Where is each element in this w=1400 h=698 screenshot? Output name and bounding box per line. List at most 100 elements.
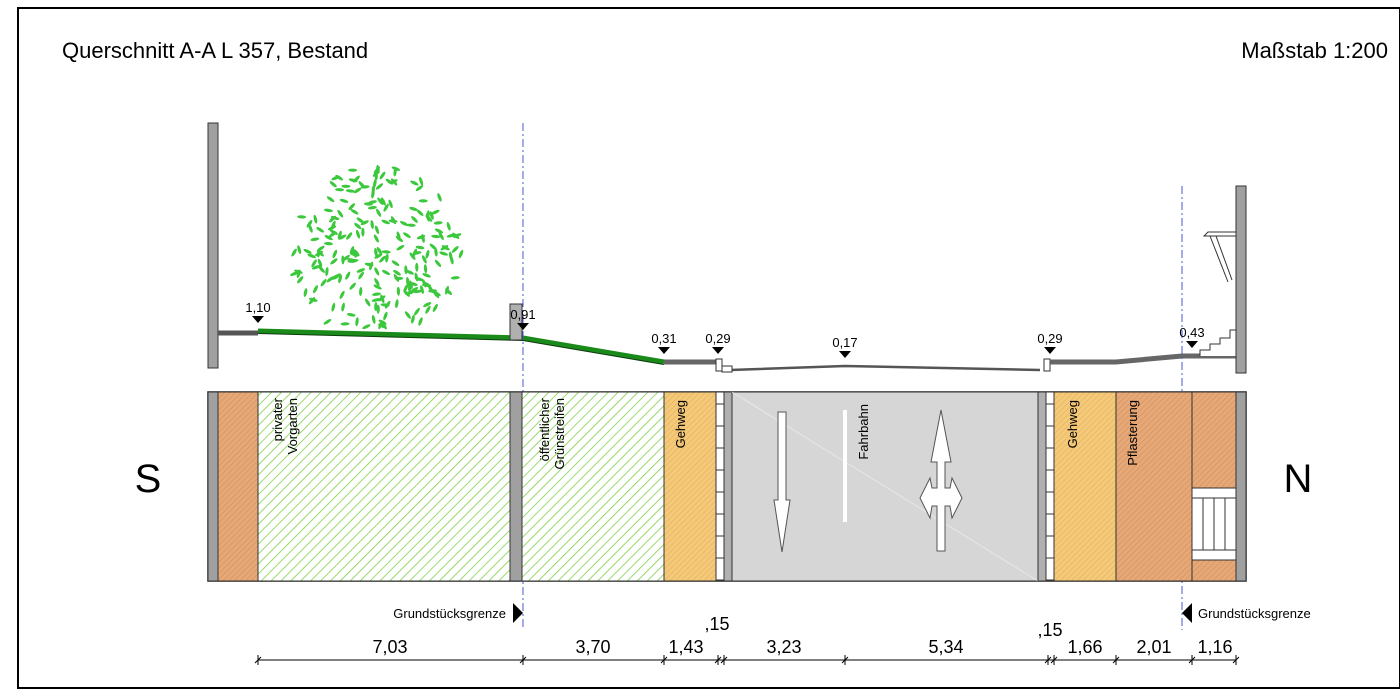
tree-leaf xyxy=(373,166,381,174)
tree-leaf xyxy=(410,287,419,293)
label-gehweg-right: Gehweg xyxy=(1065,400,1080,448)
tree-leaf xyxy=(330,258,338,265)
zone-right-sidewalk xyxy=(1053,391,1117,582)
dimension-labels: 7,03 3,70 1,43 3,23 5,34 1,66 2,01 1,16 ,15 ,15 xyxy=(372,614,1232,657)
tree-leaf xyxy=(310,237,320,242)
elevation-marker-icon xyxy=(252,316,264,323)
zone-paving xyxy=(1115,391,1193,582)
tree-leaf xyxy=(437,193,442,202)
scale-label: Maßstab 1:200 xyxy=(1241,38,1388,63)
boundary-label-right: Grundstücksgrenze xyxy=(1198,606,1311,621)
dimension-label: 3,70 xyxy=(575,637,610,657)
tree-icon xyxy=(290,164,464,330)
tree-leaf xyxy=(374,267,380,276)
tree-leaf xyxy=(374,247,378,257)
label-vorgarten-line1: privater xyxy=(270,397,285,441)
zone-left-sidewalk xyxy=(663,391,717,582)
tree-leaf xyxy=(326,196,335,203)
tree-leaf xyxy=(320,278,327,287)
tree-leaf xyxy=(395,299,399,309)
tree-leaf xyxy=(311,259,317,268)
tree-leaf xyxy=(356,217,365,224)
tree-leaf xyxy=(381,219,390,225)
tree-leaf xyxy=(452,232,460,239)
dimension-label: 3,23 xyxy=(766,637,801,657)
tree-leaf xyxy=(374,302,378,311)
tree-leaf xyxy=(323,319,332,325)
tree-leaf xyxy=(291,248,297,257)
label-gehweg-left: Gehweg xyxy=(673,400,688,448)
tree-leaf xyxy=(372,169,380,177)
tree-leaf xyxy=(349,282,356,290)
tree-leaf xyxy=(360,220,369,226)
tree-leaf xyxy=(367,205,377,210)
tree-leaf xyxy=(323,208,333,213)
tree-leaf xyxy=(421,255,427,264)
tree-leaf xyxy=(433,221,443,225)
boundary-label-left: Grundstücksgrenze xyxy=(393,606,506,621)
tree-leaf xyxy=(420,285,424,294)
tree-leaf xyxy=(376,304,380,314)
elevation-label: 0,91 xyxy=(510,307,535,322)
label-pflasterung: Pflasterung xyxy=(1125,400,1140,466)
tree-leaf xyxy=(337,209,344,218)
tree-leaf xyxy=(303,288,308,297)
tree-leaf xyxy=(373,284,382,290)
tree-leaf xyxy=(308,224,313,233)
tree-leaf xyxy=(316,227,325,233)
tree-leaf xyxy=(306,220,313,228)
tree-leaf xyxy=(416,234,426,240)
tree-leaf xyxy=(423,264,428,274)
tree-leaf xyxy=(370,220,374,230)
tree-leaf xyxy=(297,245,302,254)
tree-leaf xyxy=(413,307,420,316)
tree-leaf xyxy=(441,245,450,251)
side-label-south: S xyxy=(135,457,162,501)
tree-leaf xyxy=(294,269,303,274)
tree-leaf xyxy=(422,273,431,278)
tree-leaf xyxy=(439,251,449,256)
tree-leaf xyxy=(325,267,329,277)
tree-leaf xyxy=(349,252,359,257)
tree-leaf xyxy=(449,255,454,265)
tree-leaf xyxy=(326,276,334,283)
tree-leaf xyxy=(318,265,325,273)
tree-leaf xyxy=(372,292,381,296)
elevation-marker-icon xyxy=(712,347,724,354)
tree-leaf xyxy=(381,250,391,254)
tree-leaf xyxy=(391,166,401,171)
tree-leaf xyxy=(361,227,365,237)
tree-leaf xyxy=(290,271,299,276)
tree-leaf xyxy=(414,277,424,282)
side-label-north: N xyxy=(1284,457,1313,501)
tree-leaf xyxy=(358,271,364,280)
tree-leaf xyxy=(425,249,430,259)
tree-leaf xyxy=(364,298,371,307)
dimension-label: 2,01 xyxy=(1136,637,1171,657)
tree-leaf xyxy=(349,259,359,263)
left-curb xyxy=(715,358,723,372)
tree-leaf xyxy=(345,271,351,280)
tree-leaf xyxy=(380,197,386,206)
tree-leaf xyxy=(429,211,434,220)
tree-leaf xyxy=(416,209,424,216)
elevation-marker-icon xyxy=(658,347,670,354)
tree-leaf xyxy=(411,314,415,324)
tree-leaf xyxy=(379,171,386,180)
right-wall xyxy=(1235,185,1247,374)
right-sidewalk-profile xyxy=(1050,353,1236,365)
tree-leaf xyxy=(324,235,333,241)
elevation-label: 0,43 xyxy=(1179,325,1204,340)
tree-leaf xyxy=(308,297,316,305)
tree-leaf xyxy=(458,249,464,259)
dimension-label: 5,34 xyxy=(928,637,963,657)
tree-leaf xyxy=(415,245,425,250)
awning-icon xyxy=(1202,231,1236,283)
tree-leaf xyxy=(399,221,409,226)
tree-leaf xyxy=(348,203,356,211)
tree-leaf xyxy=(371,298,381,302)
tree-leaf xyxy=(431,234,441,239)
tree-leaf xyxy=(297,215,307,219)
tree-leaf xyxy=(364,262,374,267)
